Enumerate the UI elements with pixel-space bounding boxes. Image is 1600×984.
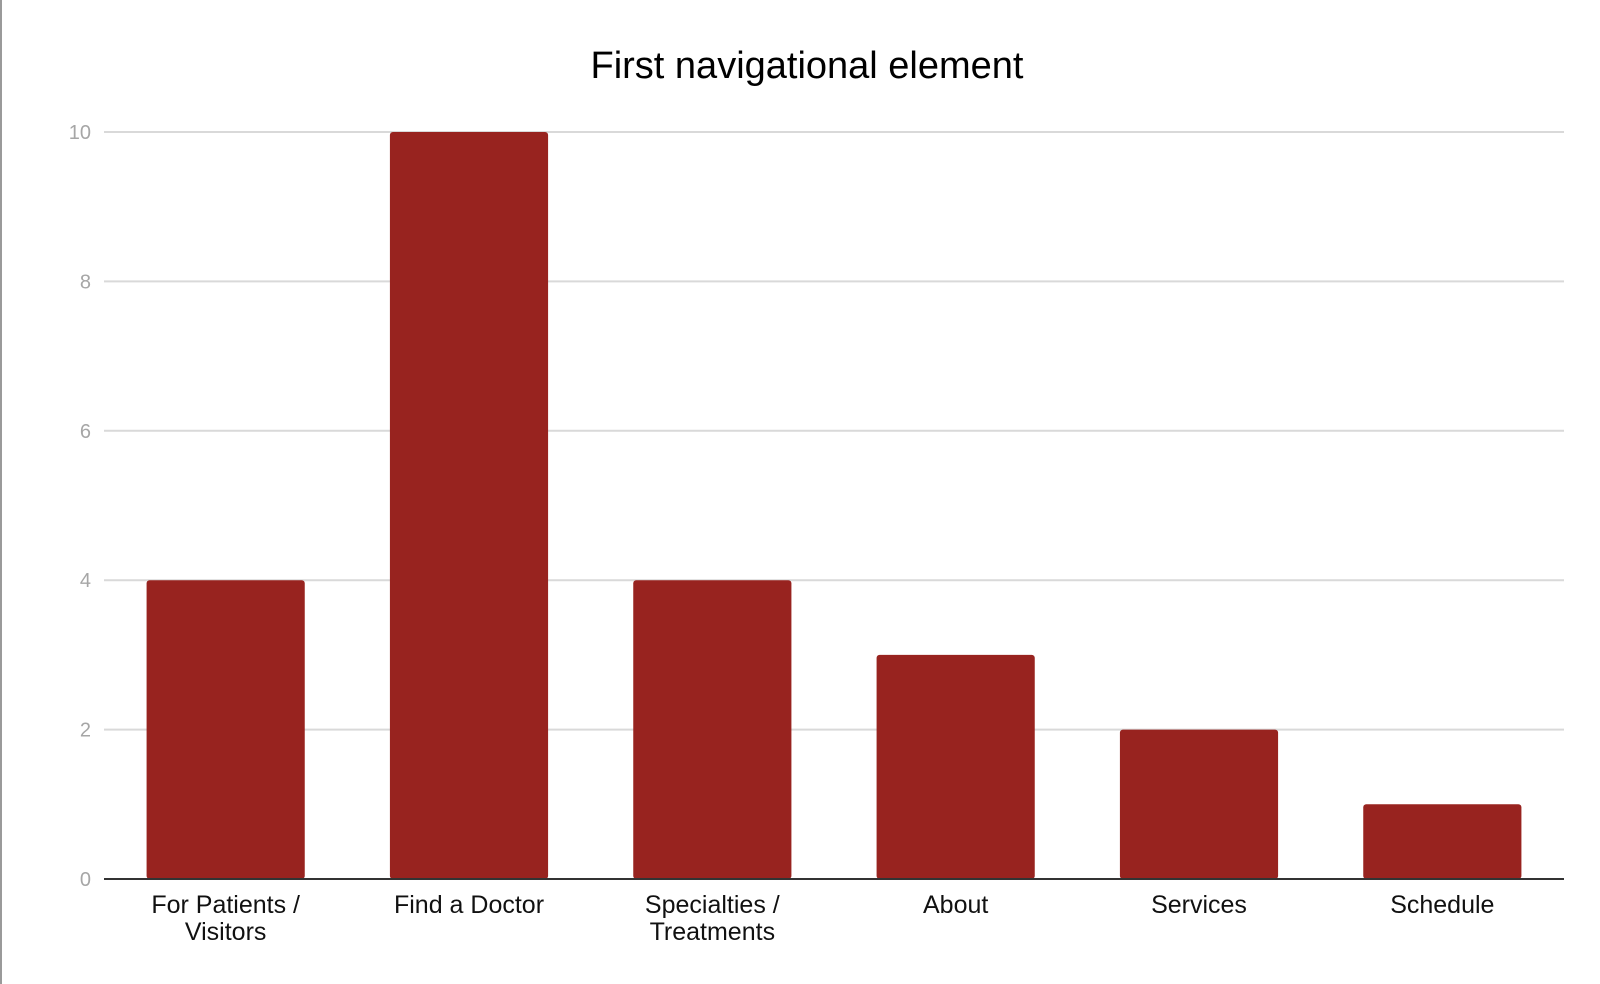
y-tick-label: 10 [69,122,91,144]
x-tick-label: For Patients / Visitors [151,891,300,946]
bar [389,132,549,879]
x-tick-label-line: Treatments [650,918,776,946]
y-axis-tick-labels: 0 2 4 6 8 10 [69,122,91,891]
bar [1363,804,1522,879]
chart-title: First navigational element [591,45,1024,87]
x-tick-label-line: Services [1151,891,1247,919]
x-tick-label-line: Visitors [185,918,267,946]
bar [876,654,1035,879]
x-tick-label: Schedule [1390,891,1494,919]
y-tick-label: 8 [80,271,91,293]
x-tick-label: Services [1151,891,1247,919]
y-tick-label: 2 [80,720,91,742]
x-tick-label-line: For Patients / [151,891,300,919]
x-axis-tick-labels: For Patients / Visitors Find a Doctor Speci… [151,891,1494,946]
y-tick-label: 4 [80,570,91,592]
x-tick-label-line: Specialties / [645,891,780,919]
x-tick-label: Specialties / Treatments [645,891,780,946]
bar [633,580,792,879]
x-tick-label-line: Schedule [1390,891,1494,919]
bars [146,132,1522,879]
bar [146,580,305,879]
y-tick-label: 0 [80,869,91,891]
gridlines [104,131,1564,731]
x-tick-label-line: Find a Doctor [394,891,544,919]
y-tick-label: 6 [80,421,91,443]
x-tick-label: Find a Doctor [394,891,544,919]
x-tick-label-line: About [923,891,988,919]
bar [1119,729,1279,879]
x-tick-label: About [923,891,988,919]
